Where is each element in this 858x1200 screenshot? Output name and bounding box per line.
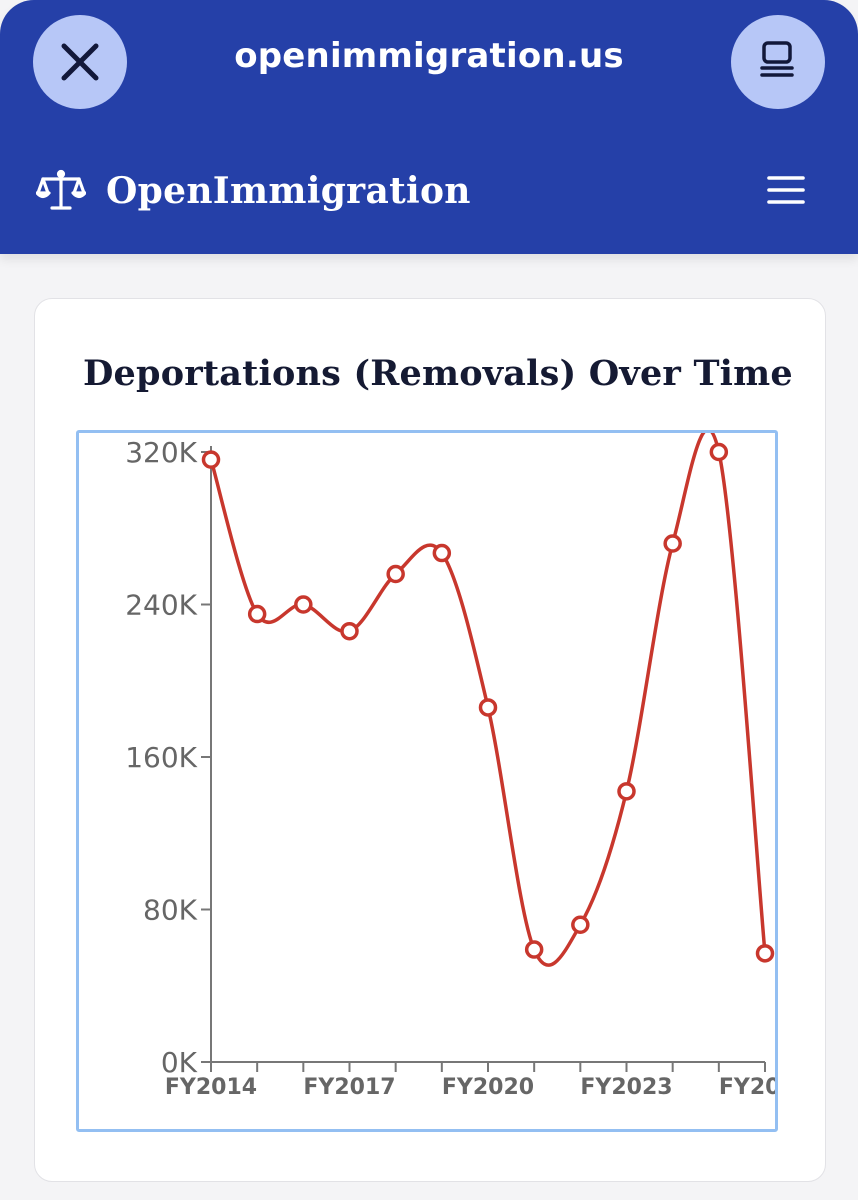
site-name: OpenImmigration [106,170,471,212]
y-tick-label: 240K [125,589,197,622]
y-tick-label: 0K [161,1046,198,1079]
reader-view-icon [760,41,794,77]
data-point [571,915,590,934]
data-point [478,698,498,717]
x-tick-label: FY2023 [580,1075,672,1100]
chart-frame: 0K 80K 160K 240K 320K FY2014 FY2017 FY2020 FY202… [76,430,778,1132]
browser-header: openimmigration.us OpenImmigration [0,0,858,254]
y-tick-label: 320K [125,436,197,469]
data-point [617,782,636,801]
data-point [663,534,682,553]
site-brand[interactable]: OpenImmigration [36,165,471,217]
data-point [524,940,544,959]
close-button[interactable] [33,15,127,109]
data-point [755,944,775,963]
url-label[interactable]: openimmigration.us [234,36,624,76]
data-point [340,621,359,641]
x-tick-label: FY2017 [303,1075,395,1100]
menu-button[interactable] [766,172,806,208]
data-point [386,564,405,584]
data-point [201,450,221,469]
chart-title: Deportations (Removals) Over Time [83,353,793,394]
series-line [209,433,767,967]
reader-view-button[interactable] [731,15,825,109]
data-point [294,595,313,614]
data-point [709,442,729,462]
x-tick-label: FY2014 [165,1075,257,1100]
x-tick-label: FY2026 [719,1075,775,1100]
y-tick-label: 160K [125,741,197,774]
y-tick-label: 80K [143,894,198,927]
hamburger-menu-icon [767,176,805,204]
data-point [432,543,452,563]
data-point [247,604,267,624]
x-tick-label: FY2020 [442,1075,534,1100]
close-icon [61,43,99,81]
scales-of-justice-icon [36,169,86,210]
line-chart: 0K 80K 160K 240K 320K FY2014 FY2017 FY2020 FY202… [125,433,775,1100]
